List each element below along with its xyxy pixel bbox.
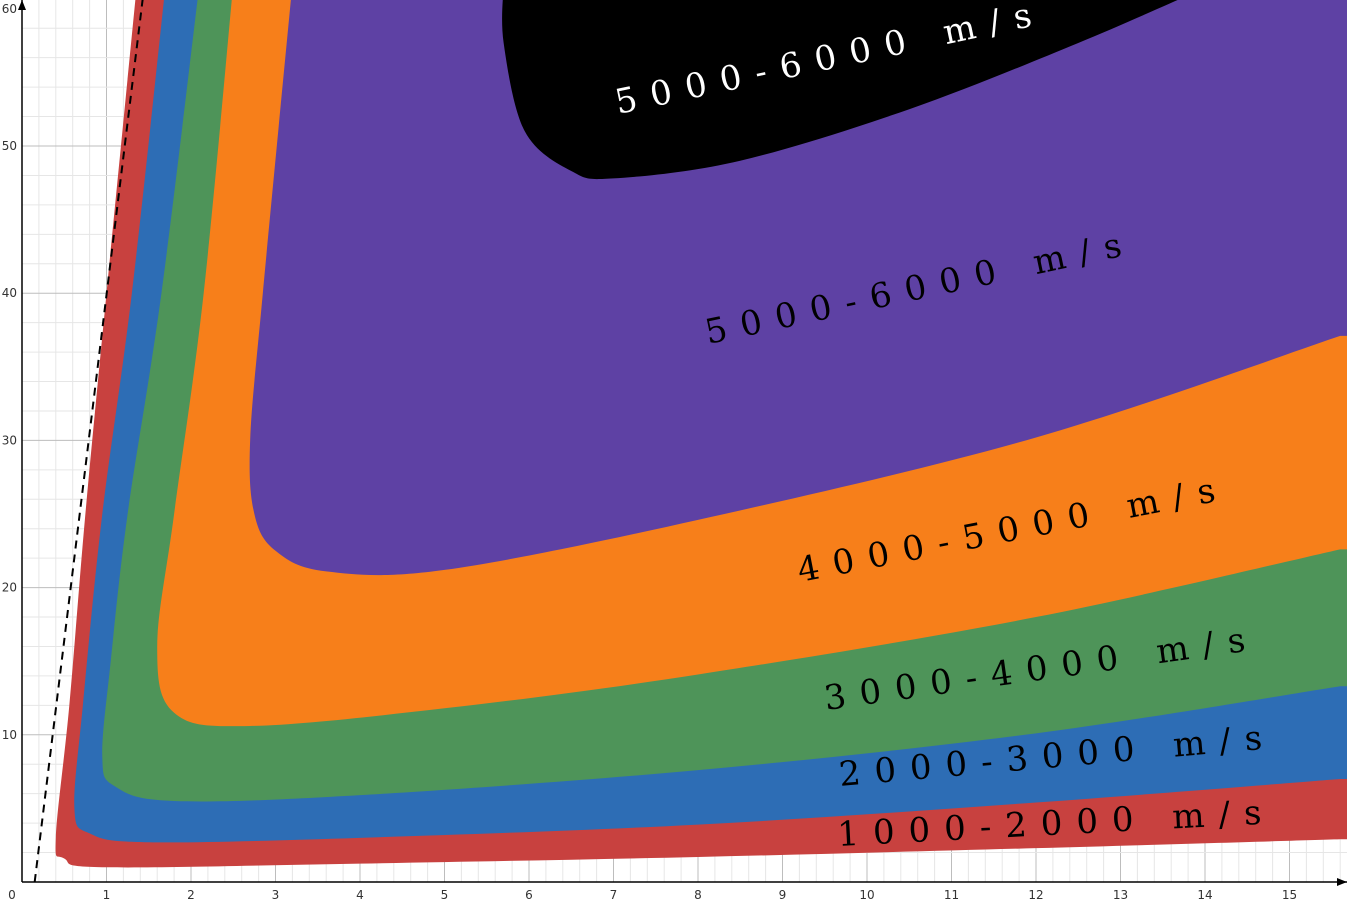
x-axis-arrow <box>1337 878 1347 886</box>
x-tick-label: 9 <box>779 888 787 902</box>
x-tick-label: 12 <box>1028 888 1043 902</box>
x-tick-label: 14 <box>1197 888 1212 902</box>
axes <box>18 0 1347 886</box>
x-tick-label: 8 <box>694 888 702 902</box>
x-tick-label: 7 <box>610 888 618 902</box>
y-tick-label: 50 <box>2 139 17 153</box>
x-tick-label: 3 <box>272 888 280 902</box>
x-tick-label: 1 <box>103 888 111 902</box>
y-tick-label: 20 <box>2 581 17 595</box>
x-tick-label: 13 <box>1113 888 1128 902</box>
y-axis-arrow <box>18 0 26 10</box>
x-tick-label: 15 <box>1282 888 1297 902</box>
y-tick-label: 60 <box>2 2 17 16</box>
y-tick-label: 30 <box>2 433 17 447</box>
y-tick-label: 10 <box>2 728 17 742</box>
x-tick-label: 10 <box>859 888 874 902</box>
y-tick-label: 40 <box>2 286 17 300</box>
band-black <box>502 0 1178 180</box>
velocity-bands <box>55 0 1347 868</box>
x-tick-label: 0 <box>8 888 16 902</box>
x-tick-label: 4 <box>356 888 364 902</box>
x-tick-label: 5 <box>441 888 449 902</box>
asymptote-dashed-line <box>33 0 144 883</box>
x-tick-label: 2 <box>187 888 195 902</box>
x-tick-label: 11 <box>944 888 959 902</box>
x-tick-label: 6 <box>525 888 533 902</box>
band-purple <box>249 0 1347 576</box>
